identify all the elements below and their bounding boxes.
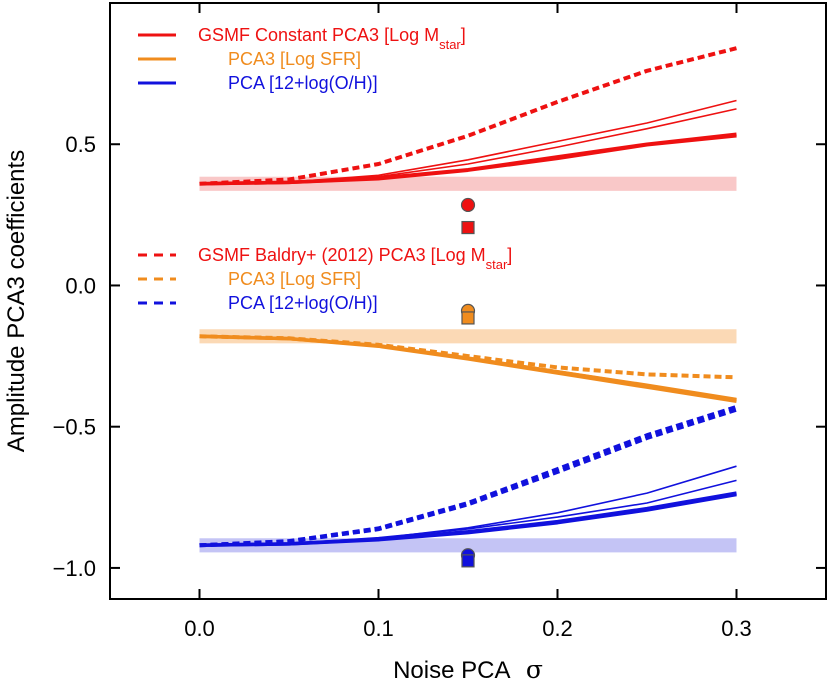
series-line-sfr-baldry bbox=[199, 334, 737, 380]
legend-label-oh: PCA [12+log(O/H)] bbox=[228, 293, 378, 313]
series-line-mstar-const-4 bbox=[199, 108, 737, 185]
x-tick-label: 0.1 bbox=[363, 616, 394, 641]
marker-square-mstar bbox=[461, 220, 475, 235]
series-line-mstar-baldry bbox=[199, 46, 737, 186]
series-line-oh-baldry-2 bbox=[199, 407, 738, 548]
legend-label-sfr: PCA3 [Log SFR] bbox=[228, 269, 361, 289]
series-line-oh-const-4 bbox=[199, 479, 737, 547]
marker-square-oh bbox=[461, 554, 475, 568]
legend-label-mstar: GSMF Constant PCA3 [Log Mstar] bbox=[198, 25, 466, 52]
y-tick-label: −0.5 bbox=[53, 415, 96, 440]
y-tick-label: 0.0 bbox=[65, 273, 96, 298]
marker-circle-mstar bbox=[460, 197, 476, 213]
x-tick-label: 0.3 bbox=[721, 616, 752, 641]
legend-label-mstar: GSMF Baldry+ (2012) PCA3 [Log Mstar] bbox=[198, 245, 512, 272]
x-tick-label: 0.0 bbox=[184, 616, 215, 641]
plot-frame bbox=[109, 2, 827, 600]
axis-ticks: 0.0 0.1 0.2 0.3 −1.0 −0.5 0.0 0.5 bbox=[53, 3, 826, 641]
legend: GSMF Constant PCA3 [Log Mstar]PCA3 [Log … bbox=[138, 25, 512, 313]
legend-label-oh: PCA [12+log(O/H)] bbox=[228, 73, 378, 93]
data-markers bbox=[460, 197, 476, 568]
y-tick-label: 0.5 bbox=[65, 132, 96, 157]
legend-label-sfr: PCA3 [Log SFR] bbox=[228, 49, 361, 69]
marker-square-sfr bbox=[461, 311, 475, 325]
x-tick-label: 0.2 bbox=[542, 616, 573, 641]
y-axis-title: Amplitude PCA3 coefficients bbox=[3, 150, 30, 452]
data-lines bbox=[199, 46, 738, 548]
x-axis-title: Noise PCA σ bbox=[393, 655, 543, 684]
y-tick-label: −1.0 bbox=[53, 556, 96, 581]
